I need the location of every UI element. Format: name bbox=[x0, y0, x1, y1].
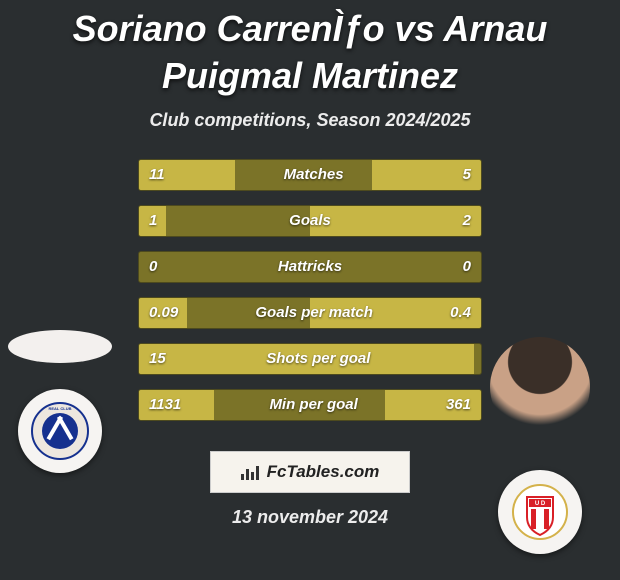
almeria-shield-icon: U D bbox=[511, 483, 569, 541]
stat-label: Goals bbox=[289, 212, 331, 229]
stat-bar: 0.09 Goals per match 0.4 bbox=[138, 297, 482, 329]
player-right-portrait bbox=[490, 337, 590, 437]
stat-label: Matches bbox=[284, 166, 344, 183]
stat-right-value: 361 bbox=[446, 396, 471, 413]
svg-text:U D: U D bbox=[535, 501, 546, 507]
stats-comparison-area: REAL CLUB U D 11Matches51Goals20Hattrick… bbox=[0, 159, 620, 421]
bar-fill-right bbox=[310, 206, 481, 236]
stat-label: Min per goal bbox=[269, 396, 357, 413]
svg-text:REAL CLUB: REAL CLUB bbox=[48, 406, 71, 411]
stat-right-value: 2 bbox=[463, 212, 471, 229]
player-left-portrait bbox=[8, 330, 112, 363]
stat-label: Hattricks bbox=[278, 258, 342, 275]
competition-subtitle: Club competitions, Season 2024/2025 bbox=[0, 110, 620, 131]
stat-left-value: 15 bbox=[149, 350, 166, 367]
stat-left-value: 0.09 bbox=[149, 304, 178, 321]
stat-left-value: 11 bbox=[149, 166, 165, 183]
stat-left-value: 0 bbox=[149, 258, 157, 275]
stat-right-value: 5 bbox=[463, 166, 471, 183]
stat-label: Goals per match bbox=[255, 304, 373, 321]
stat-bar: 11 Matches 5 bbox=[138, 159, 482, 191]
stat-bar: 15 Shots per goal bbox=[138, 343, 482, 375]
club-left-crest: REAL CLUB bbox=[18, 389, 102, 473]
stat-bar: 0 Hattricks 0 bbox=[138, 251, 482, 283]
deportivo-shield-icon: REAL CLUB bbox=[30, 401, 90, 461]
stat-bar: 1131 Min per goal 361 bbox=[138, 389, 482, 421]
stat-left-value: 1131 bbox=[149, 396, 181, 413]
fctables-watermark[interactable]: FcTables.com bbox=[210, 451, 410, 493]
stat-bars-list: 11 Matches 5 1 Goals 2 0 Hattricks 0 0.09 Goals pe… bbox=[138, 159, 482, 421]
club-right-crest: U D bbox=[498, 470, 582, 554]
brand-text: FcTables.com bbox=[267, 462, 380, 482]
stat-label: Shots per goal bbox=[266, 350, 370, 367]
bar-chart-icon bbox=[241, 464, 261, 480]
stat-bar: 1 Goals 2 bbox=[138, 205, 482, 237]
stat-left-value: 1 bbox=[149, 212, 157, 229]
stat-right-value: 0.4 bbox=[450, 304, 471, 321]
stat-right-value: 0 bbox=[463, 258, 471, 275]
page-title: Soriano CarrenÌƒo vs Arnau Puigmal Marti… bbox=[0, 0, 620, 110]
avatar bbox=[490, 337, 590, 437]
